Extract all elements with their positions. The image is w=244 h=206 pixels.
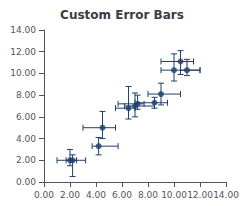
svg-text:2.00: 2.00 — [16, 155, 36, 165]
svg-text:12.00: 12.00 — [10, 47, 36, 57]
svg-text:0.00: 0.00 — [34, 190, 54, 200]
svg-text:2.00: 2.00 — [60, 190, 80, 200]
svg-text:8.00: 8.00 — [16, 90, 36, 100]
svg-text:12.00: 12.00 — [187, 190, 213, 200]
svg-text:8.00: 8.00 — [138, 190, 158, 200]
svg-text:14.00: 14.00 — [10, 25, 36, 35]
svg-text:0.00: 0.00 — [16, 177, 36, 187]
svg-text:6.00: 6.00 — [112, 190, 132, 200]
svg-text:10.00: 10.00 — [161, 190, 187, 200]
svg-text:6.00: 6.00 — [16, 112, 36, 122]
svg-text:10.00: 10.00 — [10, 68, 36, 78]
svg-text:14.00: 14.00 — [213, 190, 239, 200]
svg-text:4.00: 4.00 — [16, 134, 36, 144]
svg-text:4.00: 4.00 — [86, 190, 106, 200]
svg-text:Custom Error Bars: Custom Error Bars — [60, 8, 184, 22]
